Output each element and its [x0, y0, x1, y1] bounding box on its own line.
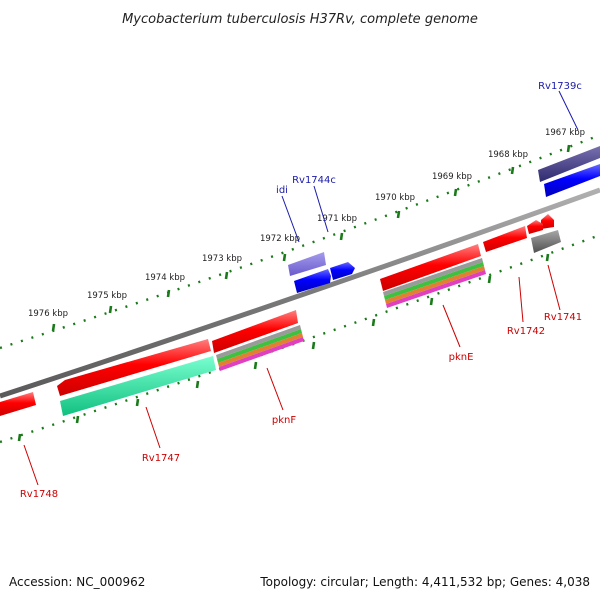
feature-pkne-cds-stack	[383, 258, 486, 308]
kbp-label: 1971 kbp	[317, 214, 357, 224]
feature-pknf-cds-stack	[216, 325, 304, 371]
gene-label-rv1748[interactable]: Rv1748	[20, 489, 58, 500]
feature-rv1747-gene	[57, 339, 211, 396]
kbp-label: 1967 kbp	[545, 128, 585, 138]
feature-rv1742-cds	[483, 226, 527, 252]
gene-label-rv1739c[interactable]: Rv1739c	[538, 81, 582, 92]
kbp-label: 1969 kbp	[432, 172, 472, 182]
accession-text: Accession: NC_000962	[9, 575, 145, 589]
gene-callout-lines	[23, 90, 579, 486]
kbp-label: 1973 kbp	[202, 254, 242, 264]
feature-pknf-gene	[212, 310, 298, 353]
kbp-label: 1968 kbp	[488, 150, 528, 160]
reverse-tick-track	[0, 233, 600, 444]
gene-label-rv1744c[interactable]: Rv1744c	[292, 175, 336, 186]
feature-rv1742-gene	[527, 220, 543, 234]
feature-pkne-gene	[380, 244, 481, 291]
feature-rv1741-gene	[541, 214, 554, 229]
kbp-label: 1975 kbp	[87, 291, 127, 301]
reverse-major-ticks	[17, 253, 550, 442]
gene-label-idi[interactable]: idi	[276, 185, 288, 196]
kbp-label: 1972 kbp	[260, 234, 300, 244]
map-title: Mycobacterium tuberculosis H37Rv, comple…	[122, 12, 478, 27]
kbp-label: 1976 kbp	[28, 309, 68, 319]
forward-major-ticks	[51, 144, 571, 332]
forward-tick-track	[0, 133, 600, 350]
genome-backbone	[0, 187, 600, 399]
genome-summary-text: Topology: circular; Length: 4,411,532 bp…	[259, 575, 590, 589]
feature-idi-cds	[294, 269, 331, 293]
feature-rv1744c-cds	[330, 262, 355, 280]
gene-label-rv1742[interactable]: Rv1742	[507, 326, 545, 337]
feature-rv1739c-gene	[538, 146, 600, 182]
feature-idi-gene	[288, 252, 326, 276]
feature-rv1739c-cds	[544, 164, 600, 197]
feature-rv1748-gene	[0, 392, 36, 416]
gene-label-rv1741[interactable]: Rv1741	[544, 312, 582, 323]
gene-label-rv1747[interactable]: Rv1747	[142, 453, 180, 464]
gene-label-pknf[interactable]: pknF	[272, 415, 296, 426]
kbp-label: 1970 kbp	[375, 193, 415, 203]
kbp-label: 1974 kbp	[145, 273, 185, 283]
feature-rv1741-cds	[531, 230, 561, 253]
gene-label-pkne[interactable]: pknE	[449, 352, 474, 363]
feature-rv1747-cds	[60, 356, 216, 416]
